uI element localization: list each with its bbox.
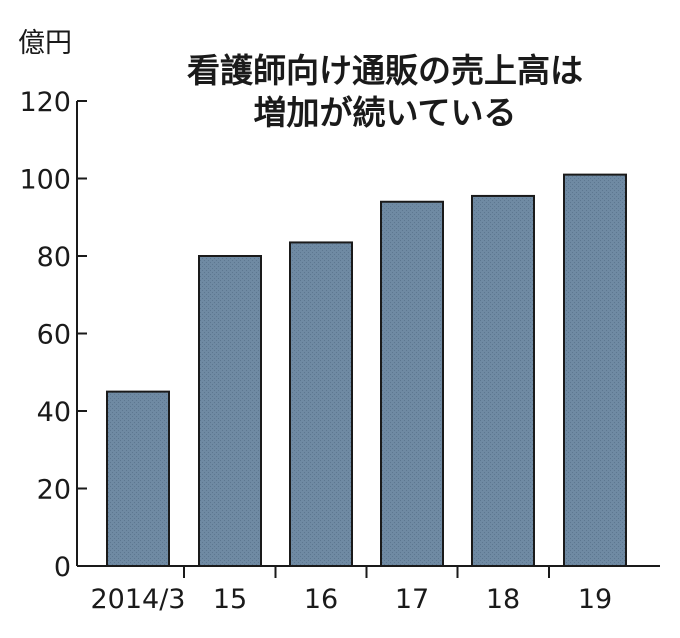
- bars-layer: [106, 173, 627, 567]
- x-tick-label-16: 16: [304, 584, 338, 615]
- bar-18: [471, 194, 535, 567]
- y-tick-label-100: 100: [19, 165, 71, 196]
- x-tick-label-15: 15: [213, 584, 247, 615]
- axis-layer: 0 20 40 60 80 100 120 2014/3 15 16 17 18 19: [19, 87, 660, 615]
- x-tick-label-18: 18: [486, 584, 520, 615]
- y-tick-label-40: 40: [37, 397, 71, 428]
- x-tick-label-2014-3: 2014/3: [91, 584, 186, 615]
- y-tick-label-120: 120: [19, 87, 71, 118]
- chart-title-line-2: 増加が続いている: [253, 93, 516, 132]
- y-tick-label-0: 0: [54, 552, 71, 583]
- y-tick-label-60: 60: [37, 320, 71, 351]
- x-tick-label-17: 17: [395, 584, 429, 615]
- y-tick-label-80: 80: [37, 242, 71, 273]
- bar-16: [289, 241, 353, 567]
- y-tick-label-20: 20: [37, 475, 71, 506]
- y-axis-unit-label: 億円: [18, 28, 72, 59]
- bar-19: [563, 173, 627, 567]
- x-tick-label-19: 19: [578, 584, 612, 615]
- bar-15: [198, 255, 262, 567]
- bar-17: [380, 200, 444, 567]
- chart-title-line-1: 看護師向け通販の売上高は: [187, 51, 583, 90]
- bar-2014-3: [106, 390, 170, 567]
